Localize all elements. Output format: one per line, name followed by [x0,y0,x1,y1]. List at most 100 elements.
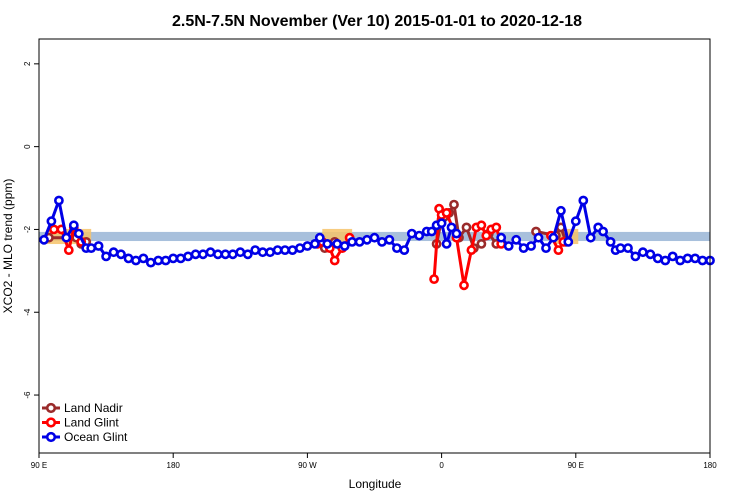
data-point-land-glint [429,274,439,284]
y-tick-label: -4 [23,308,32,316]
data-point-ocean-glint [511,234,522,245]
x-tick-label: 180 [167,461,181,470]
data-point-ocean-glint [414,230,425,241]
data-point-ocean-glint [697,255,708,266]
data-point-ocean-glint [322,238,333,249]
data-point-ocean-glint [68,220,79,231]
data-point-land-glint [466,245,477,255]
data-point-ocean-glint [638,247,648,258]
data-point-ocean-glint [503,241,514,251]
data-point-ocean-glint [39,234,49,245]
data-point-ocean-glint [347,236,357,247]
data-point-land-glint [491,222,502,233]
data-point-ocean-glint [570,216,581,227]
data-point-ocean-glint [212,249,223,260]
data-point-ocean-glint [556,205,566,216]
data-point-land-glint [329,255,340,266]
data-point-ocean-glint [332,238,343,249]
data-point-land-nadir [449,199,459,210]
legend-marker-land-nadir [45,402,57,414]
x-tick-label: 90 E [31,461,47,470]
data-point-land-nadir [476,238,487,249]
data-point-ocean-glint [585,232,596,243]
data-point-ocean-glint [160,255,171,266]
y-axis-label: XCO2 - MLO trend (ppm) [1,179,15,314]
data-point-ocean-glint [645,249,656,260]
data-point-land-glint [481,230,492,241]
data-point-ocean-glint [116,249,126,260]
data-point-ocean-glint [175,253,186,264]
data-point-ocean-glint [563,236,574,247]
data-point-ocean-glint [339,241,350,251]
data-point-ocean-glint [309,238,320,249]
data-point-land-glint [459,280,469,291]
y-tick-label: -6 [23,391,32,399]
data-point-ocean-glint [682,253,693,264]
chart-title: 2.5N-7.5N November (Ver 10) 2015-01-01 t… [172,13,582,30]
data-point-ocean-glint [314,232,325,243]
data-point-ocean-glint [623,243,633,253]
data-point-land-glint [476,220,487,231]
data-point-ocean-glint [294,243,305,253]
legend-label-ocean-glint: Ocean Glint [64,430,128,444]
data-point-ocean-glint [605,236,616,247]
x-tick-label: 0 [439,461,444,470]
data-point-ocean-glint [280,245,290,255]
data-point-ocean-glint [451,228,462,239]
data-point-ocean-glint [652,253,663,264]
data-point-ocean-glint [250,245,261,255]
data-point-ocean-glint [598,226,608,237]
data-point-ocean-glint [287,245,298,255]
data-point-ocean-glint [183,251,193,262]
data-point-ocean-glint [541,243,551,253]
data-point-ocean-glint [101,251,111,262]
data-point-ocean-glint [93,241,104,251]
data-point-ocean-glint [138,253,149,264]
data-point-ocean-glint [242,249,253,260]
legend-label-land-nadir: Land Nadir [64,401,123,415]
y-tick-label: -2 [23,225,32,233]
data-point-ocean-glint [441,238,452,249]
data-point-ocean-glint [436,218,447,229]
data-point-ocean-glint [54,195,64,206]
data-point-ocean-glint [578,195,589,206]
data-point-ocean-glint [406,228,417,239]
data-point-ocean-glint [615,243,626,253]
x-tick-label: 90 W [298,461,317,470]
data-point-ocean-glint [399,245,410,255]
data-point-ocean-glint [667,251,678,262]
data-point-ocean-glint [61,232,72,243]
x-axis-label: Longitude [349,477,402,491]
data-point-ocean-glint [302,241,313,251]
data-point-land-glint [553,245,564,255]
data-point-ocean-glint [145,257,156,268]
legend-label-land-glint: Land Glint [64,416,119,430]
y-tick-label: 2 [23,61,32,66]
data-point-ocean-glint [660,255,671,266]
data-point-ocean-glint [73,228,84,239]
legend-marker-land-glint [45,417,57,428]
data-point-land-glint [49,224,59,235]
data-point-ocean-glint [630,251,641,262]
series-ocean-glint [39,195,715,268]
data-point-land-nadir [461,222,472,233]
x-tick-label: 180 [703,461,717,470]
data-point-ocean-glint [265,247,275,258]
data-point-ocean-glint [369,232,380,243]
data-point-ocean-glint [496,232,507,243]
data-point-ocean-glint [518,243,529,253]
data-point-ocean-glint [130,255,141,266]
data-point-land-glint [63,245,74,255]
y-axis: 2 0 -2 -4 -6 [23,61,39,399]
y-tick-label: 0 [23,144,32,149]
x-axis: 90 E 180 90 W 0 90 E 180 [31,453,717,470]
data-point-land-glint [441,207,452,218]
data-point-ocean-glint [384,234,395,245]
data-point-ocean-glint [426,226,437,237]
data-point-ocean-glint [46,216,57,227]
x-tick-label: 90 E [568,461,584,470]
data-point-ocean-glint [533,232,544,243]
data-point-ocean-glint [362,234,372,245]
